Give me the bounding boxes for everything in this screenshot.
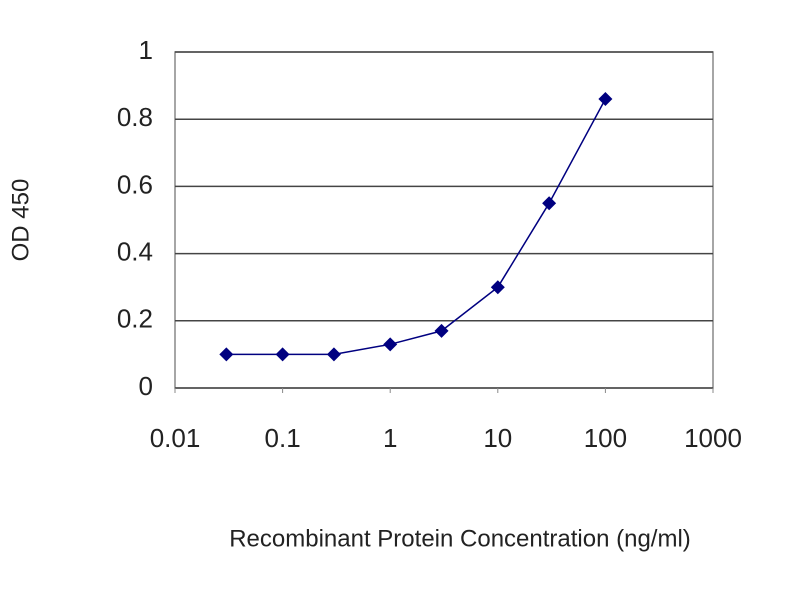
plot-area <box>174 51 714 389</box>
x-axis-title: Recombinant Protein Concentration (ng/ml… <box>229 525 691 552</box>
y-tick-label: 0.8 <box>117 102 153 132</box>
y-tick-label: 1 <box>139 35 153 65</box>
data-line <box>226 98 607 356</box>
x-tick-label: 1000 <box>684 423 742 453</box>
data-point <box>598 92 613 107</box>
data-point <box>542 196 557 211</box>
y-tick-label: 0.2 <box>117 304 153 334</box>
x-tick-label: 0.1 <box>265 423 301 453</box>
data-point <box>490 280 505 295</box>
x-tick-label: 100 <box>584 423 627 453</box>
y-tick-label: 0 <box>139 371 153 401</box>
x-tick-label: 1 <box>383 423 397 453</box>
data-point <box>383 337 398 352</box>
data-point <box>434 323 449 338</box>
x-tick-label: 10 <box>483 423 512 453</box>
y-tick-label: 0.6 <box>117 169 153 199</box>
data-point <box>219 347 234 362</box>
data-point <box>326 347 341 362</box>
x-tick-label: 0.01 <box>150 423 201 453</box>
y-tick-label: 0.4 <box>117 236 153 266</box>
data-point <box>275 347 290 362</box>
y-axis-title: OD 450 <box>7 179 34 262</box>
